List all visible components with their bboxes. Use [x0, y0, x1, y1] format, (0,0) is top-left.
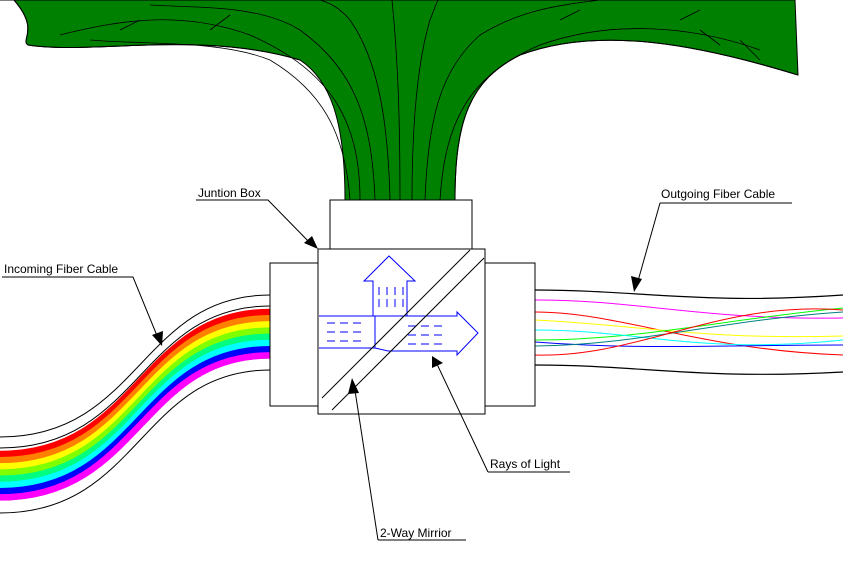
incoming-strand [0, 333, 271, 483]
label-incoming-fiber-cable: Incoming Fiber Cable [4, 262, 118, 276]
outgoing-fiber-cable [534, 289, 843, 375]
fiber-tree-bundle [0, 0, 799, 201]
incoming-fiber-strands [0, 308, 271, 501]
leader-lines [2, 199, 792, 541]
label-junction-box: Juntion Box [198, 186, 261, 200]
light-rays [319, 255, 479, 357]
incoming-strand [0, 308, 271, 458]
outgoing-fiber-strands [534, 299, 843, 356]
incoming-strand [0, 327, 271, 476]
outgoing-strand [534, 329, 843, 346]
label-rays-of-light: Rays of Light [490, 457, 561, 471]
incoming-strand [0, 339, 271, 489]
outgoing-strand [534, 311, 843, 356]
incoming-fiber-cable [0, 294, 271, 514]
incoming-strand [0, 314, 271, 464]
outgoing-strand [534, 311, 843, 347]
outgoing-strand [534, 307, 843, 341]
label-outgoing-fiber-cable: Outgoing Fiber Cable [661, 187, 775, 201]
incoming-strand [0, 352, 271, 501]
incoming-strand [0, 321, 271, 470]
leader-arrowheads [152, 236, 642, 394]
two-way-mirror [321, 249, 485, 411]
outgoing-strand [534, 308, 843, 356]
outgoing-strand [534, 299, 843, 319]
label-two-way-mirror: 2-Way Mirrior [380, 526, 452, 540]
incoming-strand [0, 345, 271, 495]
